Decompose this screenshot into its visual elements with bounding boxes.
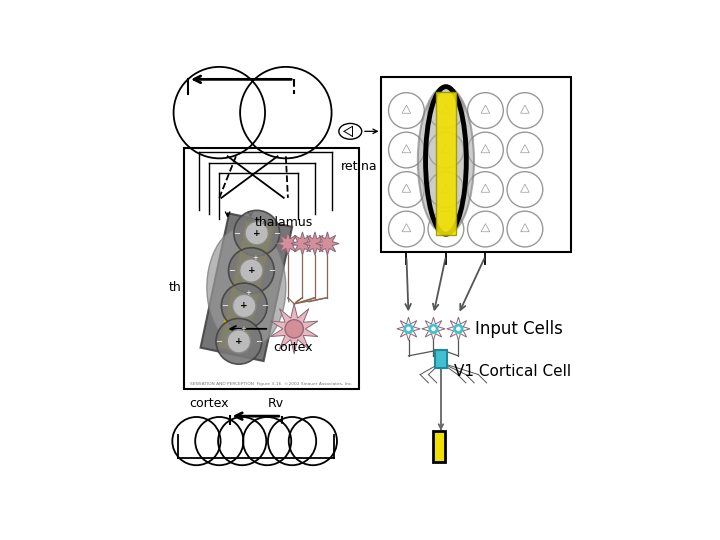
Circle shape <box>431 327 436 331</box>
Polygon shape <box>276 232 300 255</box>
Polygon shape <box>219 221 274 353</box>
Text: −: − <box>273 229 280 238</box>
Ellipse shape <box>207 226 286 349</box>
Text: +: + <box>240 301 248 310</box>
Circle shape <box>233 294 256 318</box>
Circle shape <box>234 211 279 256</box>
Text: cortex: cortex <box>189 397 229 410</box>
Circle shape <box>454 325 463 333</box>
Circle shape <box>240 259 263 282</box>
Text: +: + <box>235 337 243 346</box>
Circle shape <box>228 329 251 353</box>
Circle shape <box>406 327 411 331</box>
Polygon shape <box>271 304 318 354</box>
Text: Input Cells: Input Cells <box>475 320 563 338</box>
Circle shape <box>221 283 267 329</box>
Text: thalamus: thalamus <box>255 217 313 230</box>
Circle shape <box>216 319 262 364</box>
Text: −: − <box>261 301 268 310</box>
Bar <box>435 349 447 368</box>
Text: th: th <box>168 281 181 294</box>
Text: SENSATION AND PERCEPTION  Figure 3-16  ©2002 Sinauer Associates, Inc.: SENSATION AND PERCEPTION Figure 3-16 ©20… <box>190 382 353 386</box>
Circle shape <box>245 221 269 245</box>
Polygon shape <box>316 232 339 255</box>
Text: −: − <box>228 266 235 275</box>
Ellipse shape <box>418 86 474 234</box>
Polygon shape <box>201 213 292 361</box>
Polygon shape <box>291 232 314 255</box>
Polygon shape <box>422 317 445 341</box>
Text: Rv: Rv <box>267 397 284 410</box>
Circle shape <box>456 327 461 331</box>
Text: −: − <box>233 229 240 238</box>
Circle shape <box>285 320 303 338</box>
Circle shape <box>404 325 413 333</box>
Circle shape <box>429 325 438 333</box>
Polygon shape <box>446 317 470 341</box>
Circle shape <box>228 248 274 294</box>
Text: +: + <box>258 218 264 224</box>
Text: +: + <box>253 255 258 261</box>
Text: +: + <box>253 229 261 238</box>
Text: V1 Cortical Cell: V1 Cortical Cell <box>454 364 572 379</box>
Text: +: + <box>240 326 246 332</box>
Text: −: − <box>268 266 275 275</box>
Text: +: + <box>248 266 255 275</box>
Text: −: − <box>256 337 262 346</box>
Text: retina: retina <box>341 160 377 173</box>
Text: cortex: cortex <box>274 341 313 354</box>
Bar <box>436 92 456 235</box>
Text: −: − <box>215 337 222 346</box>
Bar <box>382 77 571 252</box>
Bar <box>433 431 445 462</box>
Text: −: − <box>221 301 228 310</box>
Bar <box>184 148 359 389</box>
Polygon shape <box>397 317 420 341</box>
Text: +: + <box>246 291 251 296</box>
Polygon shape <box>303 232 327 255</box>
